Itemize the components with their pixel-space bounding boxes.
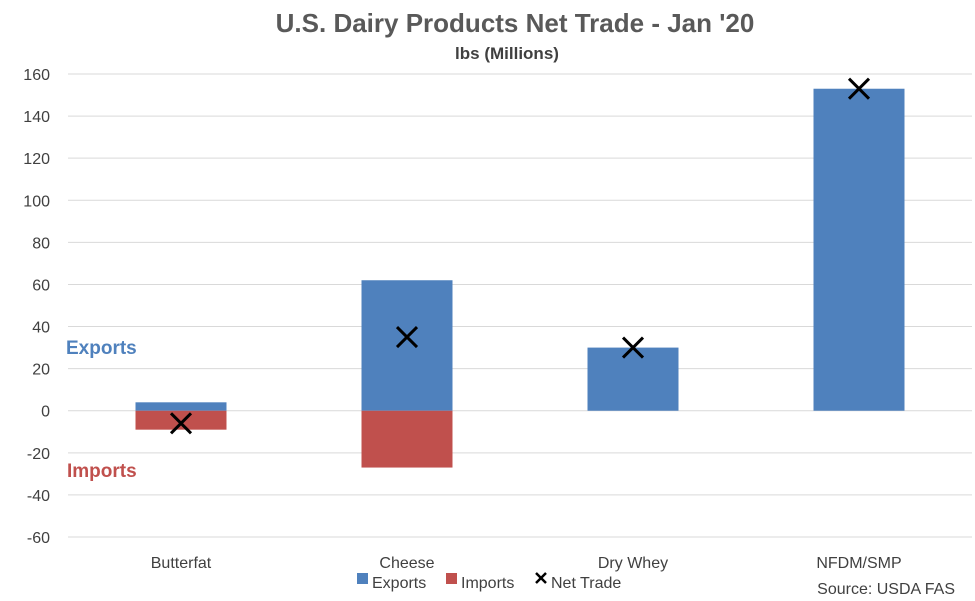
- legend-label: Net Trade: [551, 575, 621, 592]
- y-tick-label: 20: [32, 362, 50, 379]
- y-tick-label: 120: [23, 151, 50, 168]
- y-tick-label: 100: [23, 193, 50, 210]
- y-tick-label: -60: [27, 530, 50, 547]
- y-axis: -60 -40 -20 0 20 40 60 80 100 120 140 160: [23, 67, 50, 547]
- y-tick-label: 140: [23, 109, 50, 126]
- y-tick-label: 0: [41, 404, 50, 421]
- net-trade-marker-nfdm-smp: [847, 77, 871, 100]
- legend-label: Exports: [372, 575, 426, 592]
- y-tick-label: 80: [32, 235, 50, 252]
- imports-bar-butterfat: [135, 410, 227, 430]
- x-tick-label: NFDM/SMP: [816, 555, 901, 572]
- y-tick-label: -20: [27, 446, 50, 463]
- imports-annotation: Imports: [67, 461, 137, 482]
- legend-item-exports: Exports: [357, 573, 426, 592]
- legend-label: Imports: [461, 575, 514, 592]
- exports-bar-dry-whey: [587, 347, 679, 411]
- y-tick-label: 60: [32, 277, 50, 294]
- chart-title: U.S. Dairy Products Net Trade - Jan '20: [276, 8, 755, 38]
- net-trade-markers: [169, 77, 871, 435]
- y-tick-label: 160: [23, 67, 50, 84]
- y-tick-label: -40: [27, 488, 50, 505]
- legend: Exports Imports Net Trade: [357, 572, 621, 592]
- exports-annotation: Exports: [66, 338, 137, 359]
- exports-bar-butterfat: [135, 402, 227, 411]
- legend-item-net-trade: Net Trade: [535, 572, 621, 592]
- x-tick-label: Cheese: [379, 555, 434, 572]
- x-tick-label: Dry Whey: [598, 555, 668, 572]
- x-tick-label: Butterfat: [151, 555, 212, 572]
- net-trade-marker-dry-whey: [621, 336, 645, 359]
- net-trade-marker-cheese: [395, 326, 419, 349]
- legend-swatch: [446, 573, 457, 584]
- y-tick-label: 40: [32, 320, 50, 337]
- source-note: Source: USDA FAS: [817, 581, 955, 598]
- chart-subtitle: lbs (Millions): [455, 44, 559, 63]
- x-axis: Butterfat Cheese Dry Whey NFDM/SMP: [151, 555, 902, 572]
- net-trade-marker-butterfat: [169, 412, 193, 435]
- legend-swatch: [357, 573, 368, 584]
- exports-bar-cheese: [361, 280, 453, 411]
- legend-swatch: [535, 572, 547, 584]
- legend-item-imports: Imports: [446, 573, 514, 592]
- imports-bar-cheese: [361, 410, 453, 468]
- exports-bar-nfdm-smp: [813, 88, 905, 411]
- bars: [135, 88, 905, 468]
